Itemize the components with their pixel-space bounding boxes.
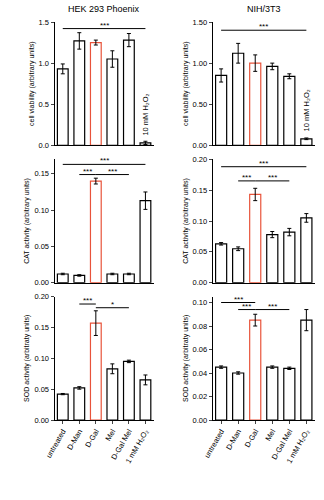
svg-text:0.5: 0.5 (39, 100, 49, 109)
svg-text:D-Gal: D-Gal (243, 427, 261, 449)
svg-text:SOD activity (arbitraty units): SOD activity (arbitraty units) (23, 315, 31, 402)
svg-text:1 mM H₂O₂: 1 mM H₂O₂ (124, 428, 151, 465)
svg-text:CAT activity (arbitrary units): CAT activity (arbitrary units) (23, 178, 31, 264)
svg-text:Mel: Mel (104, 427, 118, 442)
svg-text:0.10: 0.10 (192, 217, 207, 226)
svg-text:1.5: 1.5 (39, 18, 49, 27)
svg-text:***: *** (234, 295, 243, 304)
svg-text:CAT activity (arbitrary units): CAT activity (arbitrary units) (182, 178, 190, 264)
svg-text:***: *** (83, 167, 92, 176)
svg-text:0.20: 0.20 (34, 292, 49, 301)
svg-text:0.04: 0.04 (192, 369, 207, 378)
svg-text:0.15: 0.15 (34, 169, 49, 178)
svg-text:untreated: untreated (202, 428, 226, 460)
svg-text:***: *** (268, 173, 277, 182)
svg-text:0.00: 0.00 (192, 141, 207, 150)
svg-text:0.05: 0.05 (192, 247, 207, 256)
svg-text:0.15: 0.15 (34, 323, 49, 332)
svg-text:SOD activity (arbitraty units): SOD activity (arbitraty units) (182, 315, 190, 402)
svg-text:0.00: 0.00 (192, 416, 207, 425)
svg-text:0.00: 0.00 (192, 278, 207, 287)
svg-text:cell viability (arbitrary unit: cell viability (arbitrary units) (28, 41, 36, 125)
svg-text:10 mM H₂O₂: 10 mM H₂O₂ (302, 89, 311, 131)
svg-text:1.50: 1.50 (192, 18, 207, 27)
svg-text:0.06: 0.06 (192, 345, 207, 354)
svg-text:***: *** (242, 173, 251, 182)
svg-text:0.20: 0.20 (192, 155, 207, 164)
svg-text:***: *** (268, 302, 277, 311)
svg-text:0.0: 0.0 (39, 141, 49, 150)
svg-text:D-Gal Mel: D-Gal Mel (109, 427, 134, 461)
svg-text:D-Man: D-Man (224, 428, 243, 452)
svg-text:0.05: 0.05 (34, 385, 49, 394)
svg-text:0.10: 0.10 (34, 206, 49, 215)
svg-text:1.0: 1.0 (39, 59, 49, 68)
svg-text:***: *** (242, 302, 251, 311)
svg-text:0.08: 0.08 (192, 322, 207, 331)
svg-text:0.00: 0.00 (34, 278, 49, 287)
svg-text:D-Gal Mel: D-Gal Mel (270, 427, 295, 461)
svg-text:0.00: 0.00 (34, 416, 49, 425)
svg-text:***: *** (100, 21, 109, 30)
svg-text:cell viability (arbitrary unit: cell viability (arbitrary units) (182, 41, 190, 125)
svg-text:0.15: 0.15 (192, 186, 207, 195)
svg-text:0.10: 0.10 (192, 298, 207, 307)
svg-text:untreated: untreated (44, 428, 68, 460)
svg-text:0.05: 0.05 (34, 242, 49, 251)
svg-text:***: *** (259, 22, 268, 31)
svg-text:D-Gal: D-Gal (83, 427, 101, 449)
svg-text:1.00: 1.00 (192, 59, 207, 68)
svg-text:***: *** (259, 159, 268, 168)
svg-text:0.50: 0.50 (192, 100, 207, 109)
svg-text:*: * (111, 300, 114, 309)
svg-text:0.10: 0.10 (34, 354, 49, 363)
svg-text:1 mM H₂O₂: 1 mM H₂O₂ (285, 428, 312, 465)
svg-text:10 mM H₂O₂: 10 mM H₂O₂ (141, 93, 150, 135)
svg-text:***: *** (108, 167, 117, 176)
svg-text:D-Man: D-Man (65, 428, 84, 452)
svg-text:Mel: Mel (263, 427, 277, 442)
svg-text:***: *** (100, 156, 109, 165)
svg-text:HEK 293 Phoenix: HEK 293 Phoenix (68, 4, 140, 14)
svg-text:***: *** (83, 296, 92, 305)
svg-text:0.02: 0.02 (192, 392, 207, 401)
svg-text:NIH/3T3: NIH/3T3 (247, 4, 281, 14)
